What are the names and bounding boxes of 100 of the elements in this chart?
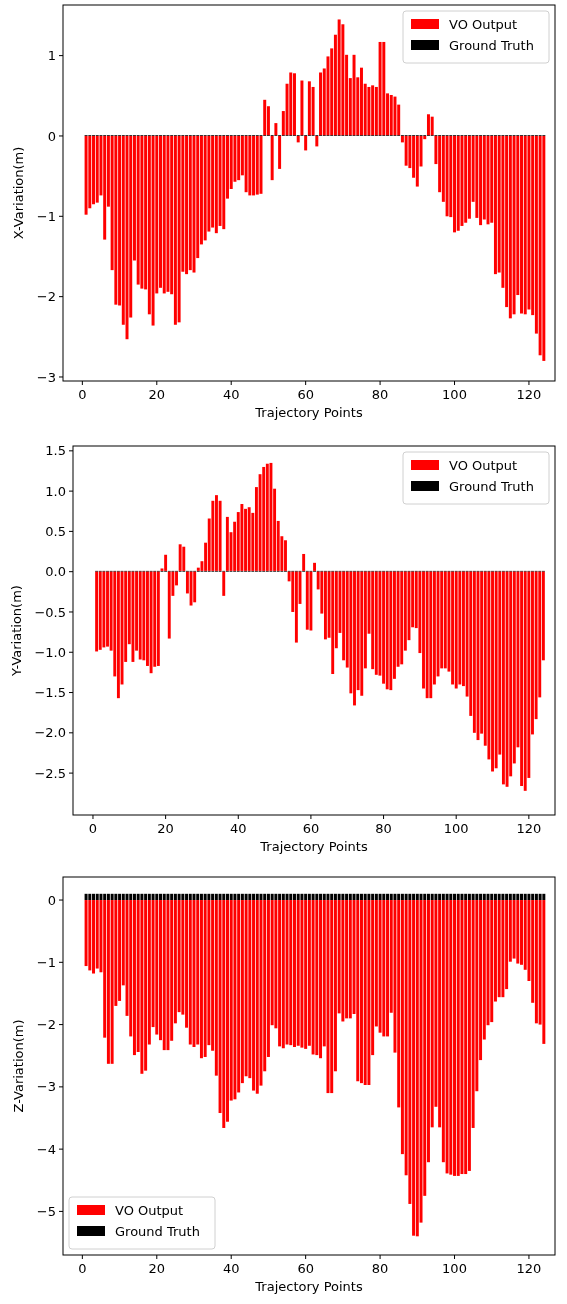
x-axis-title: Trajectory Points xyxy=(254,405,363,420)
x-tick-label: 120 xyxy=(516,821,542,836)
x-tick-label: 120 xyxy=(516,1261,542,1276)
bar xyxy=(252,135,256,196)
bar xyxy=(189,571,193,606)
bar xyxy=(289,72,293,136)
bar xyxy=(214,135,218,234)
bar xyxy=(415,135,419,187)
bar xyxy=(542,135,546,361)
x-tick-label: 20 xyxy=(148,387,166,402)
y-tick-label: −2.5 xyxy=(34,765,66,781)
bar xyxy=(378,41,382,136)
y-tick-label: 1.0 xyxy=(45,483,66,499)
bar xyxy=(278,135,282,169)
bar xyxy=(426,114,430,136)
x-axis-title: Trajectory Points xyxy=(254,1279,363,1294)
bar xyxy=(237,135,241,181)
y-axis-title: Z-Variation(m) xyxy=(11,1019,26,1113)
y-tick-label: −1 xyxy=(36,208,56,224)
bar xyxy=(505,571,509,787)
bar xyxy=(313,562,316,571)
legend-label: Ground Truth xyxy=(449,479,534,494)
bar xyxy=(244,135,248,193)
y-tick-label: −4 xyxy=(36,1141,56,1157)
y-tick-label: 1.5 xyxy=(45,443,66,459)
bar xyxy=(215,495,218,571)
bar xyxy=(149,571,153,674)
y-tick-label: −3 xyxy=(36,369,56,385)
x-tick-label: 0 xyxy=(78,1261,87,1276)
bar xyxy=(491,571,494,772)
y-tick-label: 1 xyxy=(47,48,56,64)
x-tick-label: 60 xyxy=(302,821,320,836)
bar xyxy=(353,571,356,706)
bar xyxy=(296,135,300,143)
bar xyxy=(493,135,497,275)
x-tick-label: 20 xyxy=(148,1261,166,1276)
bar xyxy=(404,135,408,166)
bar xyxy=(173,135,177,325)
bar xyxy=(270,135,274,181)
bar xyxy=(185,135,189,275)
y-tick-label: −1 xyxy=(36,954,56,970)
bar xyxy=(177,135,181,323)
x-tick-label: 40 xyxy=(229,821,247,836)
y-axis-title: X-Variation(m) xyxy=(11,146,26,240)
bar xyxy=(385,571,389,690)
bar xyxy=(393,96,397,136)
x-tick-label: 40 xyxy=(222,387,240,402)
y-tick-label: 0 xyxy=(47,128,56,144)
bar xyxy=(523,571,527,791)
bar xyxy=(244,508,247,571)
y-tick-label: −2 xyxy=(36,1017,56,1033)
bar xyxy=(445,135,449,217)
x-tick-label: 0 xyxy=(78,387,87,402)
bar xyxy=(167,571,171,639)
bar xyxy=(225,516,229,571)
bar xyxy=(315,135,319,147)
bar xyxy=(140,135,144,289)
bar xyxy=(151,135,155,326)
y-tick-label: 0 xyxy=(47,892,56,908)
bar xyxy=(371,85,375,136)
bar xyxy=(323,571,327,640)
bar xyxy=(467,135,471,219)
bar xyxy=(265,463,269,571)
bar xyxy=(512,135,516,315)
bar xyxy=(319,72,323,136)
bar xyxy=(193,571,197,603)
bar xyxy=(188,135,192,271)
bar xyxy=(479,135,483,226)
bar xyxy=(182,546,186,571)
bar xyxy=(178,544,182,571)
bar xyxy=(84,135,88,215)
x-tick-label: 40 xyxy=(222,1261,240,1276)
bar xyxy=(430,116,434,136)
x-axis-title: Trajectory Points xyxy=(259,839,368,854)
bar xyxy=(367,86,371,136)
x-tick-label: 100 xyxy=(442,1261,467,1276)
bar xyxy=(400,571,404,665)
bar xyxy=(309,571,313,631)
bar xyxy=(520,135,523,314)
bar xyxy=(92,135,96,205)
x-tick-label: 20 xyxy=(157,821,174,836)
bar xyxy=(331,571,335,675)
bar xyxy=(284,540,287,571)
x-tick-label: 80 xyxy=(375,821,392,836)
y-tick-label: −0.5 xyxy=(34,604,66,620)
bar xyxy=(102,571,106,648)
y-tick-label: −2 xyxy=(36,289,56,305)
bar xyxy=(98,571,102,650)
bar xyxy=(95,571,99,652)
bar xyxy=(222,135,226,230)
bar xyxy=(95,135,99,203)
legend-label: VO Output xyxy=(449,458,518,473)
bar xyxy=(166,135,170,292)
x-tick-label: 100 xyxy=(443,821,469,836)
y-tick-label: 0.0 xyxy=(45,564,66,580)
bar xyxy=(456,135,460,231)
y-tick-label: −2.0 xyxy=(34,725,66,741)
x-tick-label: 80 xyxy=(371,1261,389,1276)
legend-label: VO Output xyxy=(115,1203,184,1218)
bar xyxy=(305,571,309,630)
